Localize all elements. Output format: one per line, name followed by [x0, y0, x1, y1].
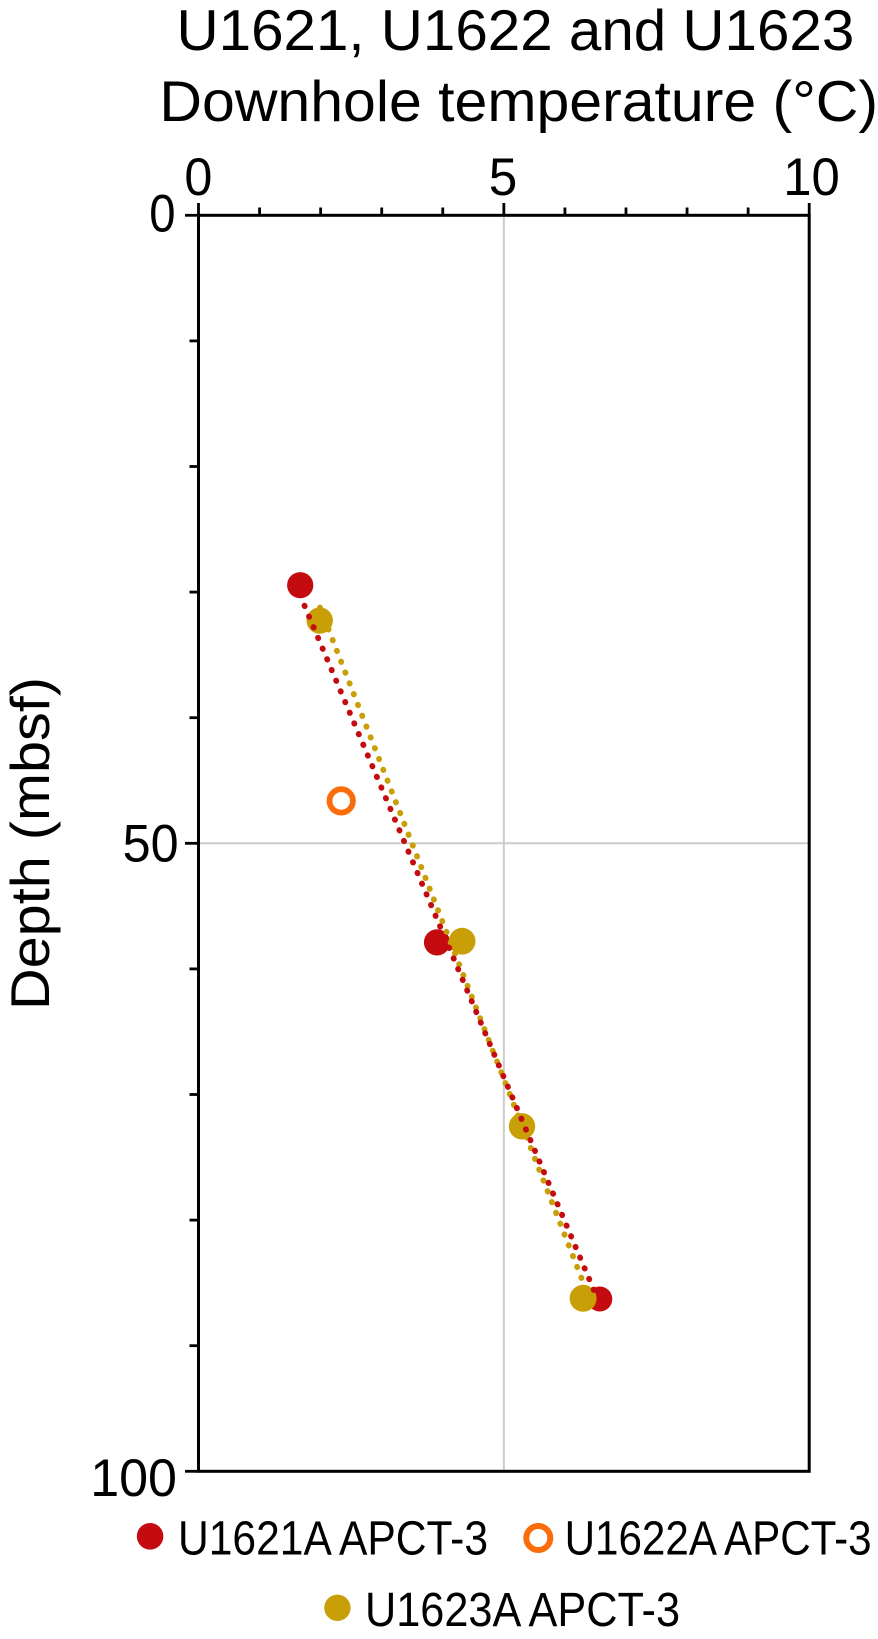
svg-text:U1622A APCT-3: U1622A APCT-3 [565, 1513, 872, 1566]
svg-text:U1621, U1622 and U1623: U1621, U1622 and U1623 [177, 0, 855, 63]
svg-text:0: 0 [184, 148, 212, 207]
svg-text:U1621A APCT-3: U1621A APCT-3 [178, 1513, 488, 1566]
svg-text:Downhole temperature (°C): Downhole temperature (°C) [159, 70, 878, 134]
svg-text:100: 100 [90, 1449, 177, 1508]
svg-text:0: 0 [149, 185, 175, 244]
svg-text:U1623A APCT-3: U1623A APCT-3 [365, 1584, 680, 1637]
svg-text:50: 50 [123, 815, 179, 874]
svg-text:5: 5 [489, 148, 518, 207]
svg-text:Depth (mbsf): Depth (mbsf) [0, 677, 61, 1010]
svg-text:10: 10 [783, 148, 840, 207]
